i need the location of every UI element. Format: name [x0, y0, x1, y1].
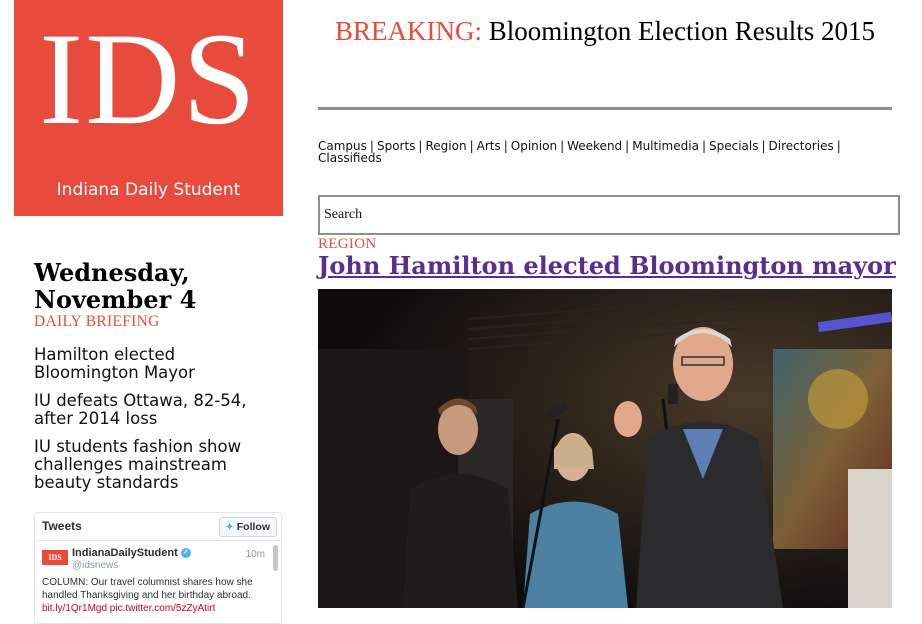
article-photo[interactable] — [318, 289, 892, 608]
article-section-label[interactable]: REGION — [318, 236, 377, 252]
verified-icon: ✓ — [180, 548, 191, 559]
nav-specials[interactable]: Specials — [708, 139, 759, 153]
nav-weekend[interactable]: Weekend — [567, 139, 623, 153]
site-logo[interactable]: IDS Indiana Daily Student — [14, 0, 283, 216]
tweets-widget: Tweets ✦ Follow IDS IndianaDailyStudent ✓ … — [34, 512, 282, 624]
article-headline-link[interactable]: John Hamilton elected Bloomington mayor — [318, 251, 896, 280]
tweet-author-name: IndianaDailyStudent — [72, 547, 178, 559]
nav-region[interactable]: Region — [425, 139, 467, 153]
briefing-item[interactable]: IU students fashion show challenges main… — [34, 437, 242, 492]
follow-label: Follow — [236, 521, 270, 533]
nav-classifieds[interactable]: Classifieds — [318, 151, 382, 165]
breaking-label: BREAKING: — [335, 16, 482, 46]
nav-separator: | — [625, 139, 630, 153]
nav-campus[interactable]: Campus — [318, 139, 367, 153]
section-nav: Campus | Sports | Region | Arts | Opinion | Weeken… — [318, 140, 878, 164]
breaking-banner[interactable]: BREAKING: Bloomington Election Results 2… — [318, 17, 892, 46]
tweet-author[interactable]: IndianaDailyStudent ✓ — [72, 547, 191, 559]
nav-separator: | — [418, 139, 423, 153]
article-photo-illustration — [318, 289, 892, 608]
tweet-link[interactable]: bit.ly/1Qr1Mgd pic.twitter.com/5zZyAtirt — [42, 603, 216, 614]
nav-arts[interactable]: Arts — [476, 139, 501, 153]
nav-separator: | — [369, 139, 374, 153]
tweet-text: COLUMN: Our travel columnist shares how … — [42, 576, 267, 615]
tweets-scrollbar[interactable] — [273, 545, 278, 571]
breaking-text: Bloomington Election Results 2015 — [488, 16, 875, 46]
tweet-body: COLUMN: Our travel columnist shares how … — [42, 577, 253, 601]
daily-briefing-label: DAILY BRIEFING — [34, 313, 160, 330]
nav-multimedia[interactable]: Multimedia — [632, 139, 699, 153]
nav-separator: | — [701, 139, 706, 153]
follow-button[interactable]: ✦ Follow — [219, 517, 277, 537]
tweet-handle[interactable]: @idsnews — [72, 560, 119, 571]
logo-tagline: Indiana Daily Student — [56, 180, 241, 200]
nav-separator: | — [503, 139, 508, 153]
tweets-header: Tweets ✦ Follow — [35, 513, 281, 541]
briefing-item[interactable]: Hamilton elected Bloomington Mayor — [34, 345, 195, 382]
tweet[interactable]: IDS IndianaDailyStudent ✓ @idsnews 10m CO… — [35, 541, 281, 614]
logo-mark: IDS — [39, 5, 258, 152]
nav-separator: | — [560, 139, 565, 153]
briefing-list: Hamilton elected Bloomington Mayor IU de… — [34, 346, 279, 502]
tweet-avatar[interactable]: IDS — [42, 550, 68, 565]
nav-directories[interactable]: Directories — [768, 139, 834, 153]
briefing-date: Wednesday, November 4 — [34, 258, 197, 314]
nav-opinion[interactable]: Opinion — [510, 139, 558, 153]
nav-sports[interactable]: Sports — [376, 139, 416, 153]
nav-separator: | — [836, 139, 841, 153]
nav-separator: | — [761, 139, 766, 153]
header-divider — [318, 107, 892, 110]
briefing-item[interactable]: IU defeats Ottawa, 82-54, after 2014 los… — [34, 391, 247, 428]
tweets-title: Tweets — [42, 519, 82, 533]
search-input[interactable] — [318, 195, 900, 235]
tweet-time[interactable]: 10m — [245, 549, 265, 560]
twitter-bird-icon: ✦ — [225, 522, 234, 533]
nav-separator: | — [469, 139, 474, 153]
